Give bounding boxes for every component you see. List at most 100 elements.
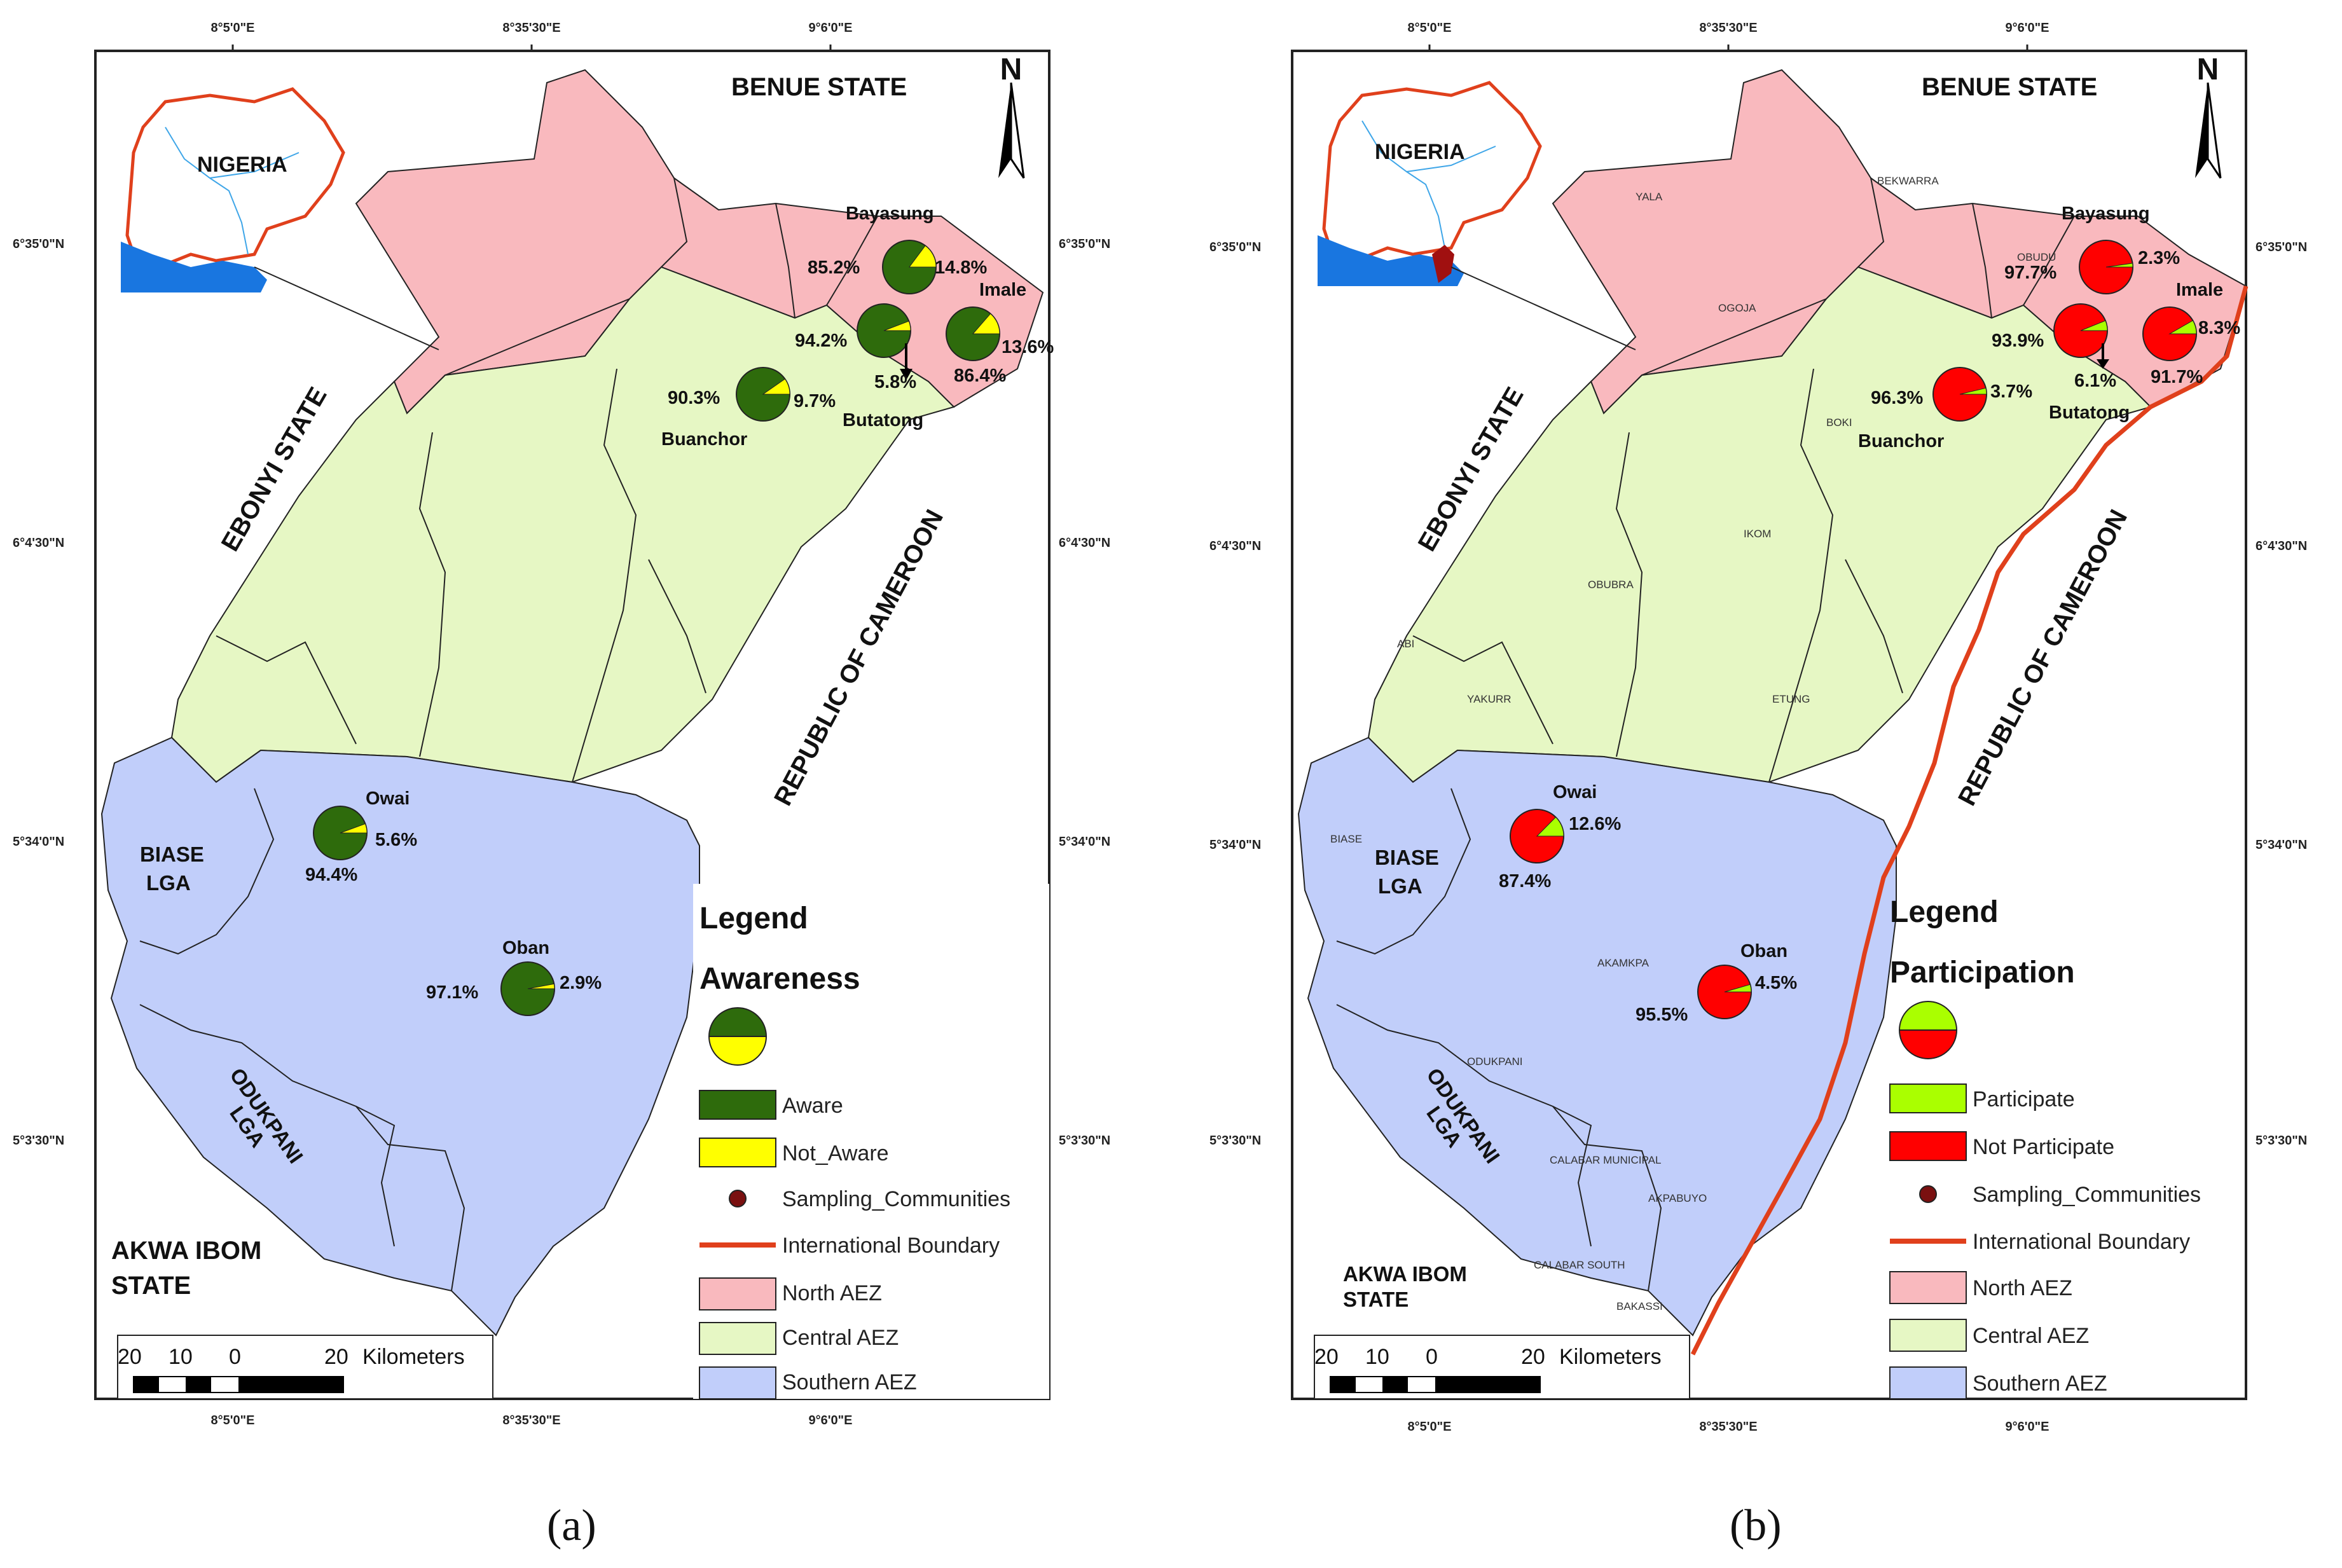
north-arrow-label: N [1000, 53, 1023, 86]
lga-name-labels: YALA BEKWARRA OGOJA OBUDU BOKI IKOM OBUB… [1330, 175, 2056, 1312]
community-butatong: 93.9% 6.1% Butatong [1992, 303, 2130, 423]
coord-left-4: 5°3'30"N [13, 1134, 64, 1148]
coord-right-3: 5°34'0"N [1059, 835, 1110, 849]
biase-lga-label-1: BIASE [1375, 846, 1439, 869]
legend-item-sampling: Sampling_Communities [782, 1187, 1010, 1211]
legend-item-boundary: International Boundary [1973, 1230, 2190, 1254]
legend-item-participate: Participate [1973, 1087, 2075, 1111]
legend-swatch-not-participate [1889, 1131, 1967, 1161]
pct-minor: 4.5% [1755, 973, 1797, 993]
pct-minor: 13.6% [1002, 337, 1054, 357]
coord-right-3: 5°34'0"N [2256, 838, 2307, 852]
akwa-ibom-label-1: AKWA IBOM [111, 1237, 261, 1265]
caption-a: (a) [547, 1501, 596, 1550]
coord-top-1: 8°5'0"E [211, 21, 255, 35]
lga-ikom: IKOM [1744, 528, 1771, 540]
pct-minor: 6.1% [2074, 371, 2116, 391]
lga-bakassi: BAKASSI [1616, 1300, 1663, 1312]
legend-swatch-southern [699, 1366, 776, 1400]
legend-item-aware: Aware [782, 1094, 843, 1118]
coord-top-3: 9°6'0"E [2006, 21, 2049, 35]
inset-nigeria-label: NIGERIA [1375, 140, 1465, 164]
community-buanchor: 90.3% 9.7% Buanchor [661, 367, 836, 450]
lga-abi: ABI [1397, 638, 1414, 650]
north-arrow-label: N [2197, 53, 2219, 86]
lga-calabar-municipal: CALABAR MUNICIPAL [1550, 1154, 1661, 1166]
community-imale: Imale 13.6% 86.4% [946, 280, 1054, 386]
pct-minor: 2.3% [2138, 248, 2180, 268]
community-name: Bayasung [2062, 203, 2150, 224]
lga-etung: ETUNG [1772, 693, 1810, 705]
coord-top-3: 9°6'0"E [809, 21, 853, 35]
coord-left-1: 6°35'0"N [1209, 240, 1261, 254]
pct-minor: 3.7% [1990, 382, 2032, 402]
community-name: Oban [1740, 941, 1787, 961]
coord-left-4: 5°3'30"N [1209, 1134, 1261, 1148]
community-bayasung: Bayasung 85.2% 14.8% [808, 203, 987, 294]
legend-item-southern: Southern AEZ [1973, 1372, 2107, 1396]
pct-minor: 5.6% [375, 830, 417, 850]
pct-minor: 14.8% [935, 258, 987, 278]
biase-lga-label-1: BIASE [140, 842, 204, 866]
pct-main: 93.9% [1992, 331, 2044, 351]
coord-right-4: 5°3'30"N [2256, 1134, 2307, 1148]
coord-bottom-2: 8°35'30"E [1699, 1420, 1757, 1434]
community-bayasung: Bayasung 97.7% 2.3% [2004, 203, 2180, 294]
community-name: Buanchor [1858, 431, 1944, 451]
biase-lga-label-2: LGA [1378, 874, 1422, 898]
lga-ogoja: OGOJA [1718, 302, 1756, 314]
pct-minor: 5.8% [874, 372, 916, 392]
nigeria-inset: NIGERIA [1318, 81, 1636, 350]
legend-item-central: Central AEZ [782, 1326, 899, 1350]
pct-main: 86.4% [954, 366, 1006, 386]
lga-akpabuyo: AKPABUYO [1648, 1192, 1707, 1204]
community-oban: Oban 97.1% 2.9% [426, 938, 602, 1016]
community-butatong: 94.2% 5.8% Butatong [795, 303, 923, 430]
community-name: Butatong [2049, 402, 2130, 423]
community-owai: Owai 5.6% 94.4% [305, 788, 417, 885]
lga-obubra: OBUBRA [1588, 579, 1634, 591]
pct-main: 94.2% [795, 331, 847, 351]
coord-bottom-1: 8°5'0"E [1408, 1420, 1452, 1434]
pct-main: 87.4% [1499, 871, 1551, 891]
coord-left-2: 6°4'30"N [13, 536, 64, 550]
legend-title: Legend [699, 902, 808, 935]
legend-sampling-dot [729, 1190, 747, 1207]
coord-top-2: 8°35'30"E [1699, 21, 1757, 35]
map-panel-a: 8°5'0"E 8°35'30"E 9°6'0"E 8°5'0"E 8°35'3… [13, 21, 1110, 1427]
lga-akamkpa: AKAMKPA [1597, 957, 1650, 969]
community-imale: Imale 8.3% 91.7% [2142, 280, 2240, 387]
scale-label-3: 0 [1426, 1345, 1438, 1369]
akwa-ibom-label-2: STATE [1343, 1288, 1409, 1311]
pct-minor: 12.6% [1569, 814, 1621, 834]
benue-state-label: BENUE STATE [1922, 73, 2097, 101]
pct-main: 85.2% [808, 258, 860, 278]
ocean [1318, 235, 1464, 286]
coord-bottom-1: 8°5'0"E [211, 1413, 255, 1427]
akwa-ibom-label-1: AKWA IBOM [1343, 1262, 1467, 1286]
map-panel-b: 8°5'0"E 8°35'30"E 9°6'0"E 8°5'0"E 8°35'3… [1209, 21, 2307, 1434]
community-name: Oban [502, 938, 549, 958]
legend: Legend Participation Participate Not Par… [1889, 895, 2201, 1400]
north-arrow: N [2195, 53, 2222, 179]
legend-subtitle: Awareness [699, 962, 860, 996]
lga-boki: BOKI [1826, 416, 1852, 429]
coord-bottom-3: 9°6'0"E [809, 1413, 853, 1427]
coord-left-2: 6°4'30"N [1209, 539, 1261, 553]
scale-label-4: 20 [324, 1345, 348, 1369]
lga-odukpani: ODUKPANI [1467, 1056, 1523, 1068]
ocean [121, 242, 267, 292]
legend-pie-symbol [708, 1007, 768, 1066]
coord-left-1: 6°35'0"N [13, 237, 64, 251]
legend-swatch-southern [1889, 1366, 1967, 1400]
legend-item-southern: Southern AEZ [782, 1370, 917, 1394]
pct-minor: 8.3% [2198, 318, 2240, 338]
scale-unit: Kilometers [1559, 1345, 1662, 1369]
international-boundary [1690, 285, 2249, 1356]
legend-swatch-north [1889, 1271, 1967, 1304]
coord-top-2: 8°35'30"E [502, 21, 560, 35]
community-name: Buanchor [661, 429, 747, 450]
legend-item-not-participate: Not Participate [1973, 1135, 2114, 1159]
lga-biase: BIASE [1330, 833, 1362, 845]
legend: Legend Awareness Aware Not_Aware Samplin… [693, 884, 1049, 1400]
